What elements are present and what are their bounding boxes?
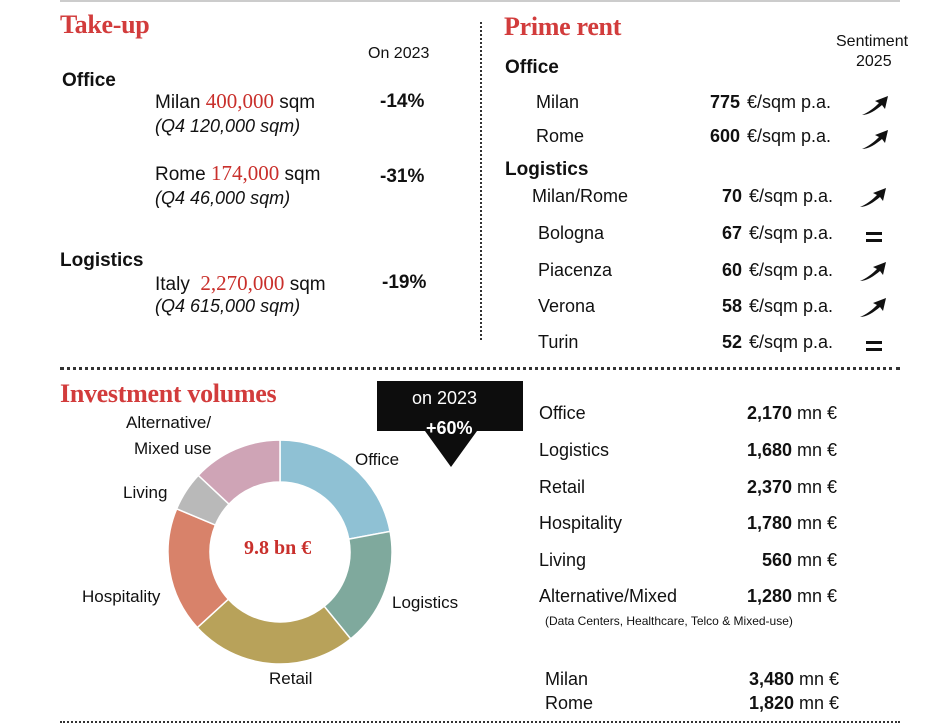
investment-city-unit: mn €: [799, 669, 840, 689]
investment-city-value: 3,480: [748, 669, 794, 689]
growth-badge-line2: +60%: [426, 418, 473, 438]
rent-unit: €/sqm p.a.: [749, 332, 834, 352]
investment-label: Hospitality: [539, 513, 623, 533]
investment-donut-chart: [167, 439, 393, 665]
takeup-rome-city: Rome: [155, 164, 206, 185]
bottom-divider: [60, 721, 900, 723]
takeup-italy-line: Italy 2,270,000 sqm: [155, 271, 326, 296]
takeup-rome-unit: sqm: [284, 164, 321, 185]
rent-city: Turin: [538, 332, 579, 352]
investment-unit: mn €: [797, 586, 838, 606]
trend-up-arrow-icon: [862, 130, 888, 149]
donut-center-label: 9.8 bn €: [244, 537, 312, 559]
investment-value: 560: [761, 550, 792, 570]
prime-rent-logistics-label: Logistics: [505, 159, 589, 180]
takeup-on-header: On 2023: [368, 45, 430, 62]
investment-label: Office: [539, 403, 586, 423]
trend-up-arrow-icon: [860, 298, 886, 317]
investment-value: 1,280: [746, 586, 792, 606]
investment-city-value: 1,820: [748, 693, 794, 713]
rent-value: 600: [709, 126, 740, 146]
takeup-logistics-label: Logistics: [60, 250, 144, 271]
donut-label-hospitality: Hospitality: [82, 587, 161, 606]
investment-city-label: Rome: [545, 693, 594, 713]
equal-sign-icon: [866, 339, 882, 353]
rent-value: 58: [721, 296, 742, 316]
investment-label: Living: [539, 550, 587, 570]
sentiment-header-l1: Sentiment: [836, 33, 909, 50]
investment-note: (Data Centers, Healthcare, Telco & Mixed…: [545, 614, 793, 628]
trend-up-arrow-icon: [860, 188, 886, 207]
takeup-milan-unit: sqm: [279, 92, 316, 113]
rent-unit: €/sqm p.a.: [749, 296, 834, 316]
donut-label-living: Living: [123, 483, 168, 502]
takeup-italy-city: Italy: [155, 274, 190, 295]
donut-label-alternative-l2: Mixed use: [134, 439, 212, 458]
takeup-rome-q4: (Q4 46,000 sqm): [155, 188, 291, 208]
equal-sign-icon: [866, 230, 882, 244]
rent-city: Verona: [538, 296, 596, 316]
rent-value: 775: [709, 92, 740, 112]
investment-value: 1,780: [746, 513, 792, 533]
donut-label-logistics: Logistics: [392, 593, 459, 612]
donut-label-retail: Retail: [269, 669, 313, 688]
takeup-office-label: Office: [62, 70, 116, 91]
investment-value: 1,680: [746, 440, 792, 460]
trend-up-arrow-icon: [860, 262, 886, 281]
investment-city-unit: mn €: [799, 693, 840, 713]
rent-value: 52: [721, 332, 742, 352]
takeup-rome-value: 174,000: [210, 161, 280, 185]
takeup-milan-line: Milan 400,000 sqm: [155, 89, 315, 114]
investment-value: 2,370: [746, 477, 792, 497]
donut-label-alternative-l1: Alternative/: [126, 413, 212, 432]
takeup-rome-change: -31%: [380, 166, 425, 187]
rent-unit: €/sqm p.a.: [749, 223, 834, 243]
top-divider: [60, 0, 900, 2]
rent-city: Piacenza: [538, 260, 613, 280]
growth-badge-line1: on 2023: [412, 388, 478, 408]
donut-segment-alternative-mixed: [197, 439, 281, 506]
growth-badge: [377, 381, 523, 467]
takeup-italy-unit: sqm: [289, 274, 326, 295]
investment-unit: mn €: [797, 477, 838, 497]
takeup-milan-city: Milan: [155, 92, 201, 113]
investment-city-label: Milan: [545, 669, 589, 689]
rent-value: 67: [721, 223, 742, 243]
investment-value: 2,170: [746, 403, 792, 423]
rent-unit: €/sqm p.a.: [747, 92, 832, 112]
investment-label: Logistics: [539, 440, 610, 460]
takeup-italy-change: -19%: [382, 272, 427, 293]
takeup-milan-q4: (Q4 120,000 sqm): [155, 116, 301, 136]
takeup-milan-value: 400,000: [205, 89, 274, 113]
rent-city: Bologna: [538, 223, 605, 243]
takeup-rome-line: Rome 174,000 sqm: [155, 161, 320, 186]
rent-city: Milan/Rome: [532, 186, 629, 206]
section-horizontal-divider: [60, 367, 900, 370]
takeup-title: Take-up: [60, 10, 150, 39]
section-vertical-divider: [480, 22, 482, 340]
investment-unit: mn €: [797, 440, 838, 460]
donut-label-office: Office: [355, 450, 400, 469]
investment-unit: mn €: [797, 550, 838, 570]
investment-label: Retail: [539, 477, 586, 497]
takeup-milan-change: -14%: [380, 91, 425, 112]
rent-unit: €/sqm p.a.: [749, 186, 834, 206]
rent-value: 60: [721, 260, 742, 280]
rent-city: Rome: [536, 126, 585, 146]
rent-unit: €/sqm p.a.: [749, 260, 834, 280]
sentiment-header-l2: 2025: [856, 53, 892, 70]
takeup-italy-value: 2,270,000: [200, 271, 285, 295]
investment-label: Alternative/Mixed: [539, 586, 678, 606]
prime-rent-office-label: Office: [505, 57, 559, 78]
investment-title: Investment volumes: [60, 379, 277, 408]
rent-city: Milan: [536, 92, 580, 112]
rent-unit: €/sqm p.a.: [747, 126, 832, 146]
trend-up-arrow-icon: [862, 96, 888, 115]
takeup-italy-q4: (Q4 615,000 sqm): [155, 296, 301, 316]
prime-rent-title: Prime rent: [504, 12, 622, 41]
investment-unit: mn €: [797, 513, 838, 533]
rent-value: 70: [721, 186, 742, 206]
investment-unit: mn €: [797, 403, 838, 423]
